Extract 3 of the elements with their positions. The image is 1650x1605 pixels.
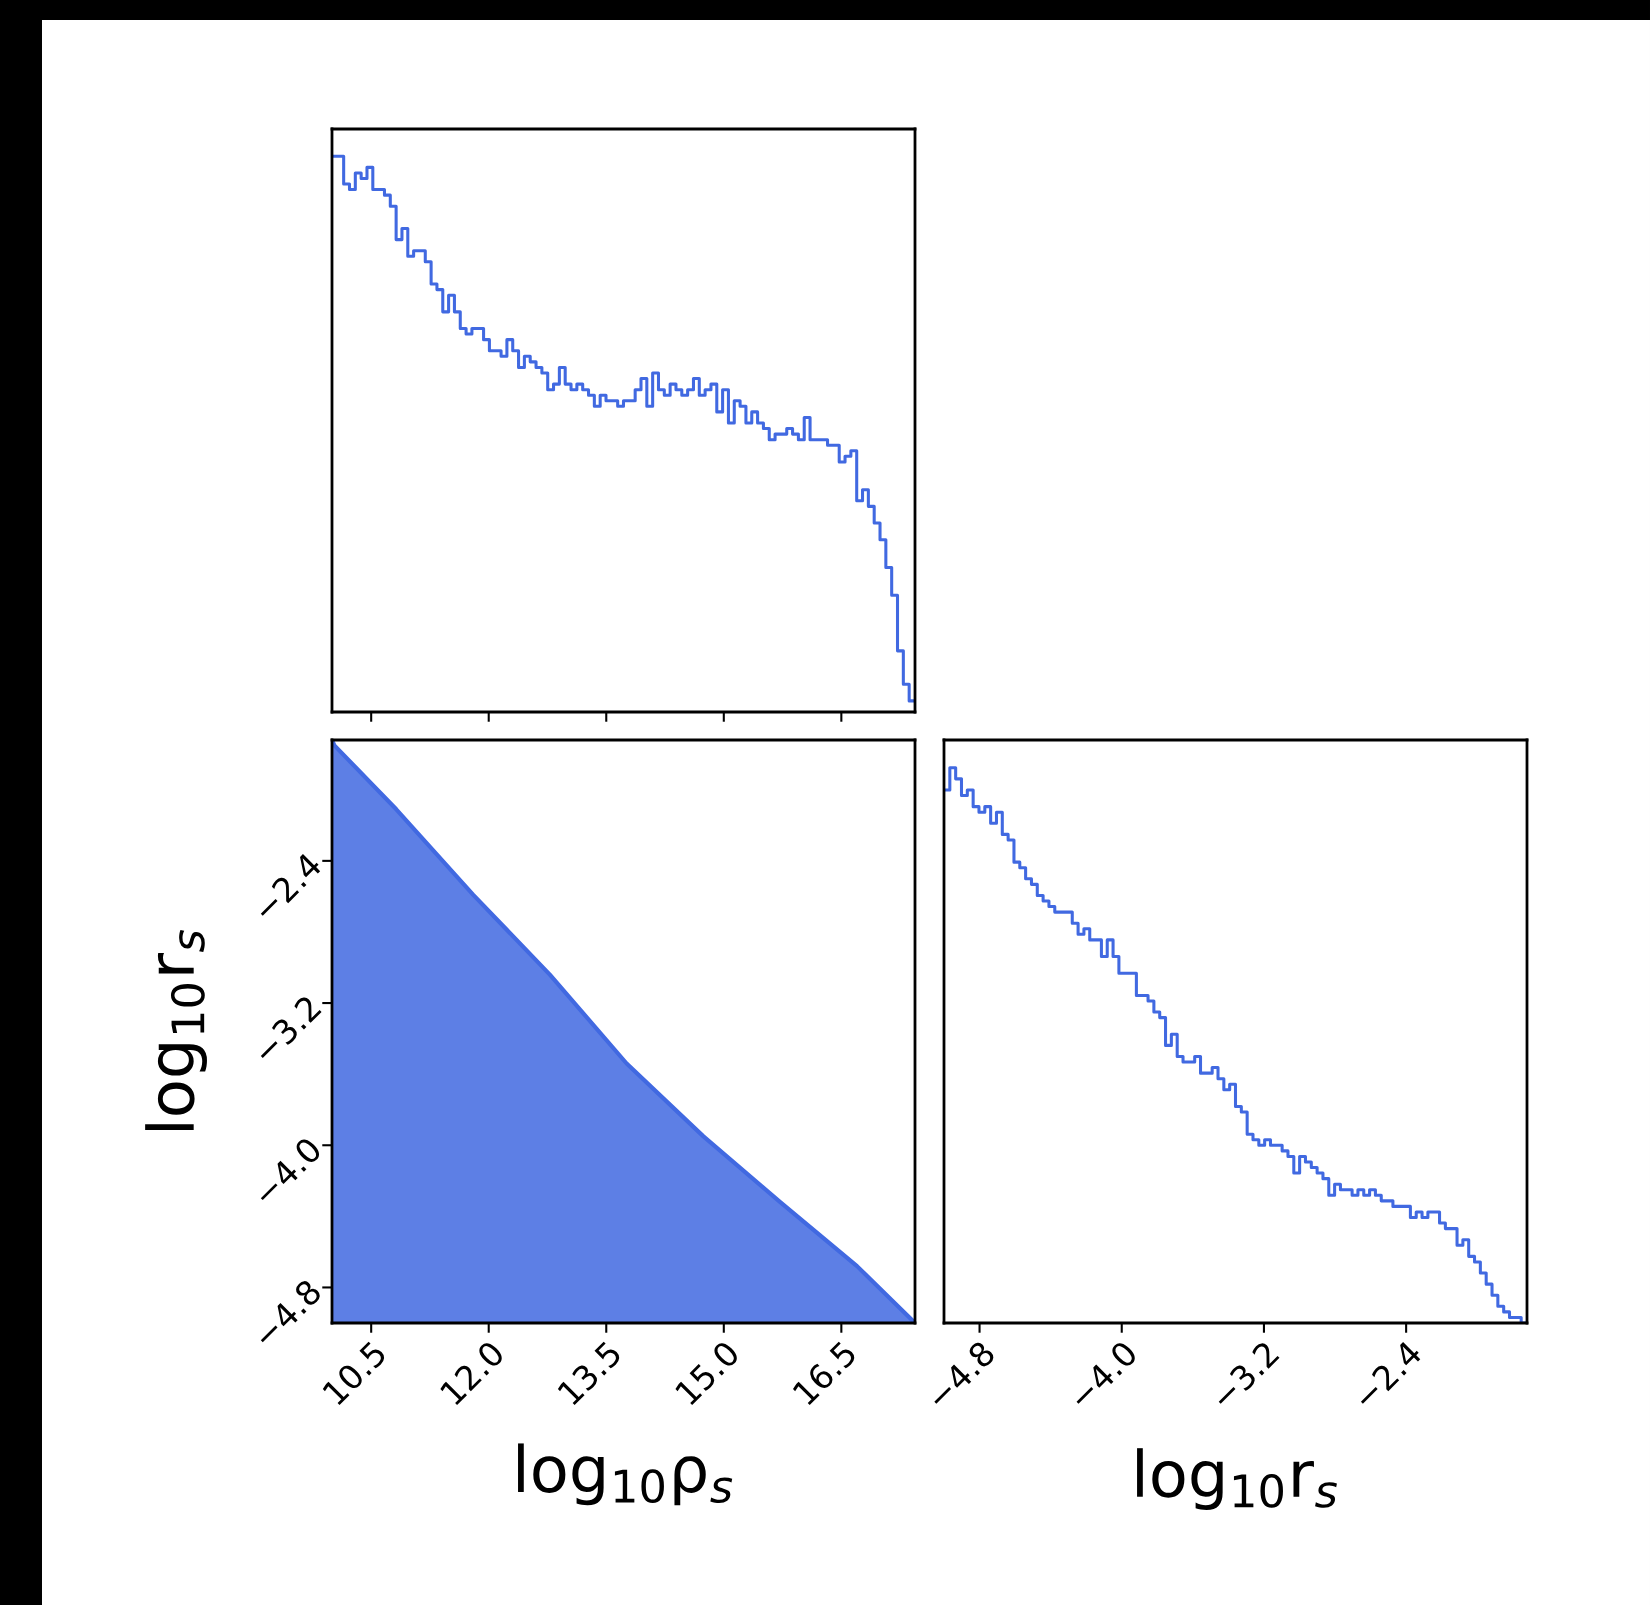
x-axis-title: log$_{10}$r$_{s}$ [1137,1448,1337,1511]
y-axis-title: log$_{10}$r$_{s}$ [145,930,207,1130]
x-axis-title: log$_{10}$ρ$_{s}$ [518,1443,733,1506]
